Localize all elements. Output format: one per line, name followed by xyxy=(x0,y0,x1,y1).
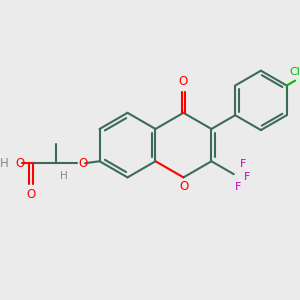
Text: F: F xyxy=(244,172,250,182)
Text: O: O xyxy=(26,188,36,201)
Text: O: O xyxy=(15,157,24,170)
Text: F: F xyxy=(235,182,242,192)
Text: H: H xyxy=(0,157,8,170)
Text: O: O xyxy=(179,75,188,88)
Text: H: H xyxy=(60,171,68,181)
Text: Cl: Cl xyxy=(290,67,300,77)
Text: O: O xyxy=(79,157,88,170)
Text: O: O xyxy=(180,180,189,193)
Text: F: F xyxy=(239,159,246,169)
